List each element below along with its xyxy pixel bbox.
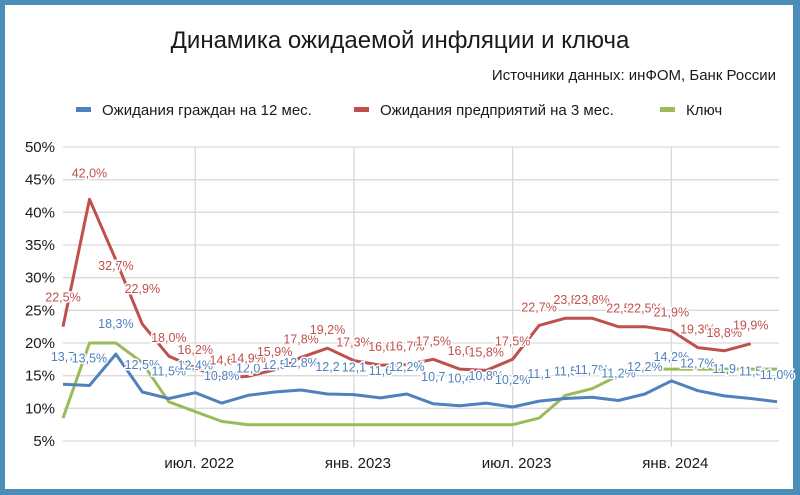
y-tick-label: 5% xyxy=(33,433,55,450)
data-label: 11,2% xyxy=(601,366,636,380)
y-tick-label: 50% xyxy=(25,139,55,156)
legend-swatch-blue xyxy=(76,107,91,112)
legend-swatch-green xyxy=(660,107,675,112)
data-label: 22,7% xyxy=(521,300,556,314)
y-tick-label: 25% xyxy=(25,302,55,319)
data-label: 16,7% xyxy=(389,340,424,354)
data-label: 18,3% xyxy=(98,317,133,331)
legend-label-businesses: Ожидания предприятий на 3 мес. xyxy=(380,102,614,119)
x-tick-label: июл. 2023 xyxy=(482,455,552,472)
data-label: 12,5 xyxy=(262,358,286,372)
data-label: 14,2% xyxy=(654,350,689,364)
x-axis: июл. 2022 янв. 2023 июл. 2023 янв. 2024 xyxy=(164,455,708,472)
data-label: 42,0% xyxy=(72,166,107,180)
y-tick-label: 45% xyxy=(25,172,55,189)
legend-item-key-rate[interactable]: Ключ xyxy=(660,102,722,119)
data-label: 17,8% xyxy=(283,332,318,346)
data-label: 13,5% xyxy=(72,351,107,365)
data-label: 11,5% xyxy=(152,365,187,379)
data-label: 22,9% xyxy=(125,282,160,296)
y-tick-label: 10% xyxy=(25,400,55,417)
data-label: 12,2% xyxy=(627,360,662,374)
data-label: 11,6 xyxy=(369,364,392,378)
data-label: 16,0 xyxy=(448,344,472,358)
data-source: Источники данных: инФОМ, Банк России xyxy=(492,67,776,84)
data-label: 10,8% xyxy=(204,369,239,383)
x-tick-label: янв. 2024 xyxy=(642,455,708,472)
legend-label-citizens: Ожидания граждан на 12 мес. xyxy=(102,102,312,119)
data-label: 15,8% xyxy=(468,345,503,359)
data-label: 11,5 xyxy=(739,365,762,379)
data-label: 21,9% xyxy=(654,306,689,320)
data-label: 17,5% xyxy=(495,334,530,348)
series-line xyxy=(61,197,752,380)
data-label: 10,8% xyxy=(468,369,503,383)
legend: Ожидания граждан на 12 мес. Ожидания пре… xyxy=(76,102,722,119)
data-label: 12,1 xyxy=(342,361,366,375)
y-axis: 5% 10% 15% 20% 25% 30% 35% 40% 45% 50% xyxy=(25,139,55,450)
data-label: 11,1 xyxy=(527,367,550,381)
data-label: 12,4% xyxy=(178,359,213,373)
x-tick-label: янв. 2023 xyxy=(325,455,391,472)
data-label: 23,8% xyxy=(574,293,609,307)
data-label: 19,9% xyxy=(733,319,768,333)
data-label: 16,2% xyxy=(178,343,213,357)
legend-item-citizens[interactable]: Ожидания граждан на 12 мес. xyxy=(76,102,312,119)
data-label: 19,2% xyxy=(310,323,345,337)
data-label: 12,2% xyxy=(389,360,424,374)
legend-swatch-red xyxy=(354,107,369,112)
data-label: 11,0% xyxy=(760,368,795,382)
data-label: 13,7 xyxy=(51,350,75,364)
y-tick-label: 35% xyxy=(25,237,55,254)
data-label: 16,6 xyxy=(368,340,392,354)
data-label: 11,5 xyxy=(554,365,577,379)
y-tick-label: 30% xyxy=(25,270,55,287)
data-label: 15,9% xyxy=(257,345,292,359)
series-line xyxy=(61,341,778,427)
series-lines xyxy=(61,197,778,427)
data-label: 11,7% xyxy=(575,363,610,377)
data-label: 10,2% xyxy=(495,373,530,387)
data-label: 17,3% xyxy=(336,336,371,350)
data-label: 18,0% xyxy=(151,331,186,345)
data-label: 10,4 xyxy=(448,372,472,386)
data-label: 23,8 xyxy=(553,293,577,307)
x-tick-label: июл. 2022 xyxy=(164,455,234,472)
legend-label-key-rate: Ключ xyxy=(686,102,722,119)
data-labels: 13,713,5%18,3%12,5%11,5%12,4%10,8%12,0 12… xyxy=(44,165,796,389)
data-label: 32,7% xyxy=(98,259,133,273)
data-label: 11,9 xyxy=(713,362,736,376)
data-label: 12,7% xyxy=(680,357,715,371)
data-label: 22,5% xyxy=(627,302,662,316)
y-tick-label: 20% xyxy=(25,335,55,352)
legend-item-businesses[interactable]: Ожидания предприятий на 3 мес. xyxy=(354,102,614,119)
data-label: 12,8% xyxy=(283,356,318,370)
data-label: 12,0 xyxy=(236,361,260,375)
data-label: 12,5% xyxy=(125,358,160,372)
chart-title: Динамика ожидаемой инфляции и ключа xyxy=(171,27,630,54)
y-tick-label: 40% xyxy=(25,204,55,221)
data-label: 17,5% xyxy=(416,334,451,348)
data-label: 10,7 xyxy=(421,370,445,384)
data-label: 22,5 xyxy=(606,302,630,316)
data-label: 12,2 xyxy=(315,360,339,374)
series-line xyxy=(62,352,778,409)
y-tick-label: 15% xyxy=(25,368,55,385)
data-label: 18,8% xyxy=(707,326,742,340)
data-label: 14,9% xyxy=(230,351,265,365)
data-label: 22,5% xyxy=(45,291,80,305)
data-label: 14,6 xyxy=(210,353,234,367)
data-label: 19,3% xyxy=(680,323,715,337)
